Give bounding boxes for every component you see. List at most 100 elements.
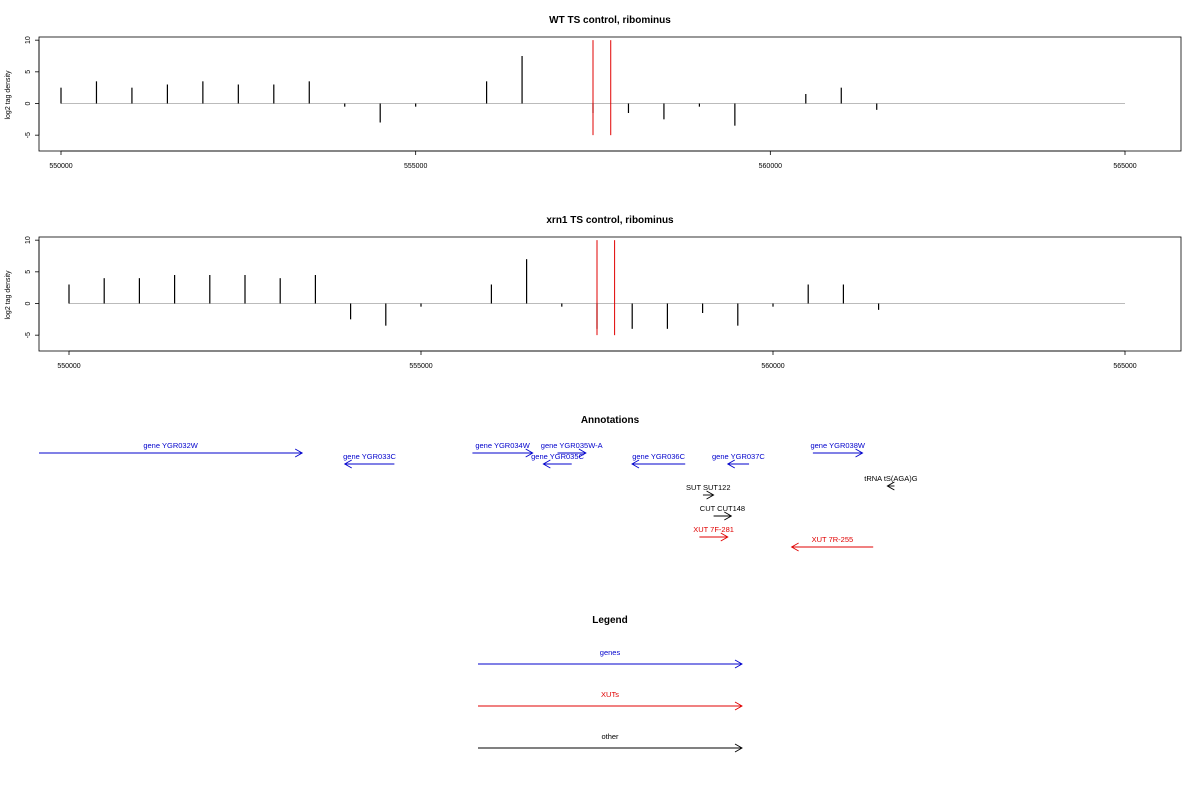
annotation-feature: tRNA tS(AGA)G xyxy=(864,474,918,491)
density-bar xyxy=(174,275,176,304)
y-tick-label: -5 xyxy=(25,132,32,138)
x-tick-label: 560000 xyxy=(759,163,782,170)
feature-arrowhead xyxy=(578,448,587,458)
annotations-title: Annotations xyxy=(581,415,640,426)
legend-title: Legend xyxy=(592,615,628,626)
x-tick-label: 550000 xyxy=(57,363,80,370)
x-tick-label: 565000 xyxy=(1113,363,1136,370)
feature-label: gene YGR035W-A xyxy=(541,441,603,450)
density-bar xyxy=(166,84,168,104)
density-bar xyxy=(805,94,807,104)
density-bar xyxy=(379,103,381,123)
density-bar xyxy=(666,303,668,329)
density-bar xyxy=(68,284,70,304)
density-bar xyxy=(273,84,275,104)
feature-arrowhead xyxy=(631,459,640,469)
xrn1-track-ylabel: log2 tag density xyxy=(5,270,12,320)
density-bar xyxy=(237,84,239,104)
annotation-feature: SUT SUT122 xyxy=(686,483,731,500)
density-bar xyxy=(350,303,352,320)
annotations-panel: Annotations gene YGR032W gene YGR033C gene… xyxy=(39,415,918,552)
feature-arrowhead xyxy=(886,481,895,491)
xrn1-track-title: xrn1 TS control, ribominus xyxy=(546,215,674,226)
feature-label: gene YGR037C xyxy=(712,452,765,461)
density-bar xyxy=(279,278,281,304)
feature-label: gene YGR033C xyxy=(343,452,396,461)
legend-entries: genes XUTs other xyxy=(478,648,743,753)
feature-arrowhead xyxy=(726,459,735,469)
density-bar xyxy=(840,87,842,104)
density-bar xyxy=(60,87,62,104)
density-bar xyxy=(490,284,492,304)
legend-entry: genes xyxy=(478,648,743,669)
feature-label: XUT 7R-255 xyxy=(812,535,854,544)
xrn1-track-xaxis: 550000 555000 560000 565000 xyxy=(57,350,1137,370)
density-bar xyxy=(631,303,633,329)
feature-label: SUT SUT122 xyxy=(686,483,730,492)
annotation-feature: gene YGR035W-A xyxy=(541,441,603,458)
annotation-feature: gene YGR032W xyxy=(39,441,304,458)
xrn1-track-panel: xrn1 TS control, ribominus log2 tag dens… xyxy=(5,215,1182,370)
feature-label: XUT 7F-281 xyxy=(693,525,734,534)
annotation-feature: gene YGR037C xyxy=(712,452,765,469)
wt-track-xaxis: 550000 555000 560000 565000 xyxy=(49,150,1137,170)
density-bar xyxy=(878,303,880,310)
density-bar xyxy=(772,303,774,307)
annotation-feature: XUT 7R-255 xyxy=(790,535,874,552)
density-bar xyxy=(698,103,700,107)
annotation-feature: gene YGR035C xyxy=(531,452,585,469)
legend-label: other xyxy=(601,732,619,741)
density-bar xyxy=(561,303,563,307)
feature-label: tRNA tS(AGA)G xyxy=(864,474,918,483)
density-bar xyxy=(138,278,140,304)
feature-arrowhead xyxy=(525,448,534,458)
density-bar xyxy=(385,303,387,326)
xrn1-track-yaxis: -5 0 5 10 xyxy=(25,236,40,338)
y-tick-label: 10 xyxy=(25,236,32,244)
density-bar xyxy=(627,103,630,113)
legend-entry: other xyxy=(478,732,743,753)
annotation-feature: gene YGR033C xyxy=(343,452,397,469)
feature-arrowhead xyxy=(706,490,715,500)
feature-label: gene YGR036C xyxy=(632,452,685,461)
feature-label: gene YGR034W xyxy=(475,441,530,450)
legend-arrowhead xyxy=(734,701,743,711)
density-bar xyxy=(103,278,105,304)
density-bar xyxy=(702,303,704,313)
density-bar xyxy=(308,81,310,104)
density-bar xyxy=(314,275,316,304)
legend-panel: Legend genes XUTs other xyxy=(478,615,743,753)
annotation-feature: gene YGR034W xyxy=(472,441,534,458)
wt-track-yaxis: -5 0 5 10 xyxy=(25,36,40,138)
legend-label: genes xyxy=(600,648,621,657)
density-bar xyxy=(663,103,665,120)
legend-arrowhead xyxy=(734,743,743,753)
feature-arrowhead xyxy=(542,459,551,469)
x-tick-label: 565000 xyxy=(1113,163,1136,170)
feature-arrowhead xyxy=(855,448,864,458)
density-bar xyxy=(807,284,809,304)
annotation-feature: CUT CUT148 xyxy=(700,504,745,521)
density-bar xyxy=(209,275,211,304)
feature-label: gene YGR035C xyxy=(531,452,584,461)
feature-arrowhead xyxy=(724,511,733,521)
density-bar xyxy=(202,81,204,104)
density-bar xyxy=(95,81,98,104)
annotation-feature: gene YGR036C xyxy=(631,452,686,469)
density-bar xyxy=(737,303,739,326)
legend-label: XUTs xyxy=(601,690,619,699)
annotation-feature: XUT 7F-281 xyxy=(693,525,734,542)
wt-track-bars xyxy=(60,40,1125,136)
feature-label: gene YGR038W xyxy=(810,441,865,450)
density-bar xyxy=(244,275,246,304)
density-bar xyxy=(420,303,422,307)
density-bar xyxy=(526,259,528,304)
y-tick-label: 0 xyxy=(25,301,32,305)
y-tick-label: 10 xyxy=(25,36,32,44)
annotation-feature: gene YGR038W xyxy=(810,441,866,458)
wt-track-ylabel: log2 tag density xyxy=(5,70,12,120)
x-tick-label: 555000 xyxy=(404,163,427,170)
